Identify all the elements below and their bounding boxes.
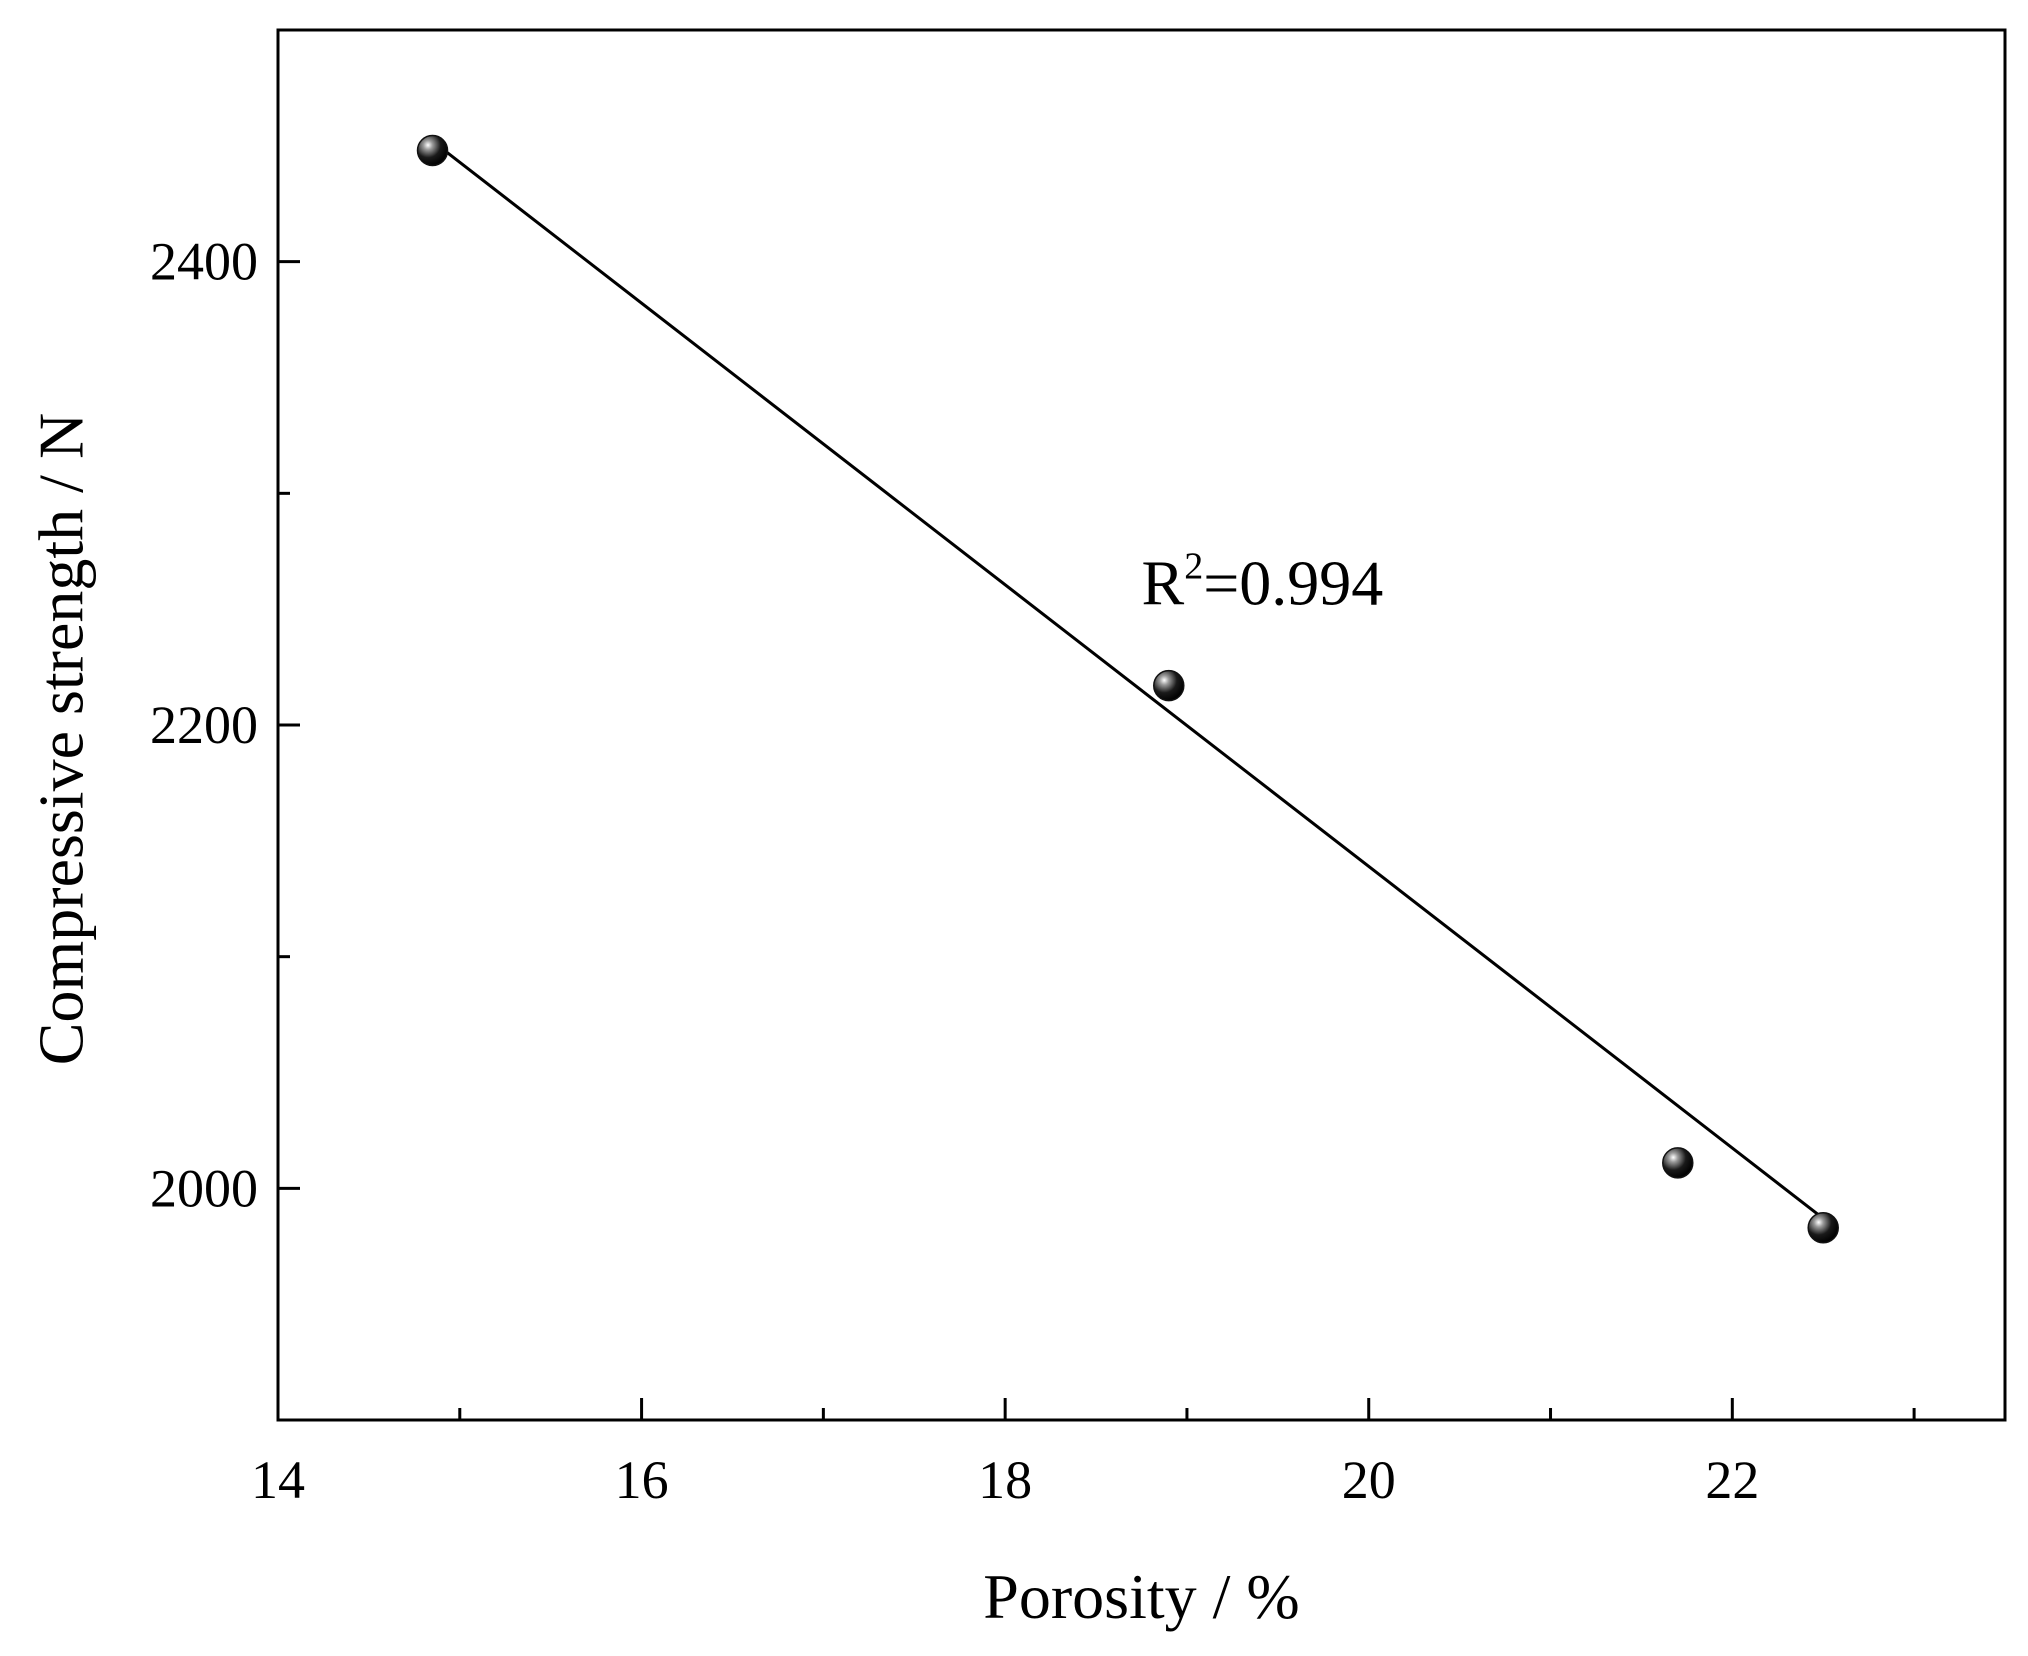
annotation-base: R: [1142, 548, 1185, 619]
y-tick-label: 2200: [150, 695, 258, 755]
data-point: [1153, 669, 1185, 702]
x-tick-label: 18: [978, 1450, 1032, 1510]
r-squared-annotation: R2=0.994: [1142, 546, 1384, 619]
data-point: [416, 134, 449, 167]
fit-line: [431, 140, 1825, 1220]
data-point: [1807, 1211, 1839, 1244]
y-axis-label: Compressive strength / N: [26, 413, 97, 1065]
x-tick-label: 14: [251, 1450, 305, 1510]
x-tick-label: 16: [615, 1450, 669, 1510]
x-axis-ticks: [276, 1398, 1916, 1420]
x-axis-tick-labels: 14 16 18 20 22: [251, 1450, 1759, 1510]
data-points: [416, 134, 1839, 1244]
x-tick-label: 22: [1705, 1450, 1759, 1510]
x-axis-label: Porosity / %: [983, 1561, 1299, 1632]
plot-area: [276, 28, 2007, 1422]
y-tick-label: 2000: [150, 1158, 258, 1218]
y-axis-tick-labels: 2000 2200 2400: [150, 232, 258, 1219]
x-tick-label: 20: [1342, 1450, 1396, 1510]
plot-frame: [276, 28, 2007, 1422]
annotation-superscript: 2: [1184, 546, 1203, 588]
data-point: [1662, 1147, 1694, 1179]
y-tick-label: 2400: [150, 232, 258, 292]
y-axis-ticks: [278, 260, 300, 1190]
annotation-value: =0.994: [1203, 548, 1383, 619]
